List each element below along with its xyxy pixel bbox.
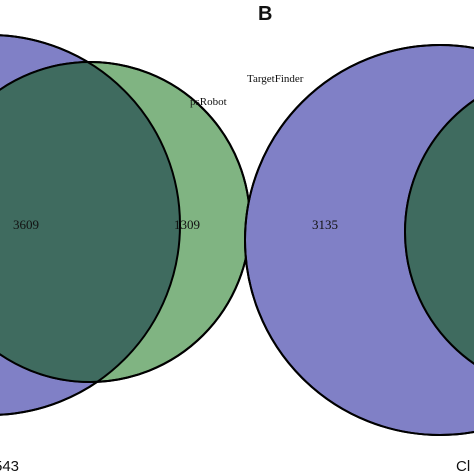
panel-b-targetfinder-only-count: 3135 [312, 217, 338, 232]
panel-a-blue-outline [0, 34, 181, 416]
panel-a-venn: psRobot 3609 1309 543 [0, 34, 251, 474]
panel-a-psrobot-only-count: 1309 [174, 217, 200, 232]
panel-b-targetfinder-label: TargetFinder [247, 73, 304, 85]
panel-a-cut-off-label: 543 [0, 458, 19, 474]
panel-b-blue-outline [244, 44, 474, 436]
panel-a-psrobot-label: psRobot [190, 96, 227, 108]
panel-b-cut-off-label: Cl [456, 458, 470, 474]
panel-b-green-outline [404, 99, 474, 365]
panel-a-overlap-count: 3609 [13, 217, 39, 232]
panel-b-venn: B TargetFinder 3135 Cl [244, 3, 474, 474]
panel-b-letter: B [258, 3, 272, 25]
